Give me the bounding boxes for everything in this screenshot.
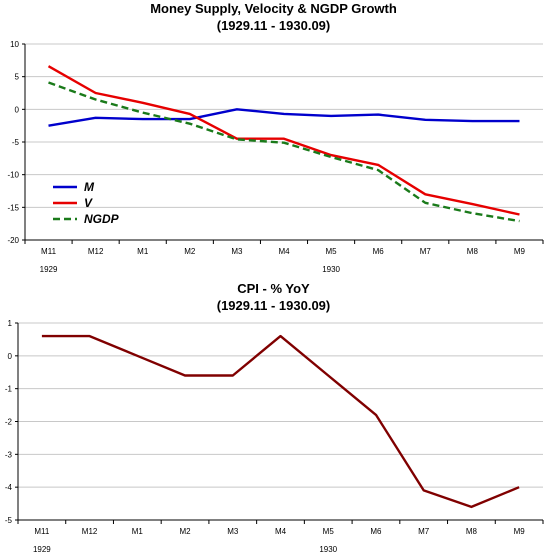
y-tick-label: -1 [5,385,13,394]
x-tick-label: M9 [514,527,526,536]
x-tick-label: M8 [466,527,478,536]
cpi-yoy-chart: CPI - % YoY (1929.11 - 1930.09) 1 0 -1 -2 -3… [0,278,547,555]
x-tick-label: M3 [231,247,243,256]
y-tick-label: 0 [15,105,20,114]
legend-label-v: V [84,196,93,210]
x-tick-label: M2 [184,247,196,256]
y-tick-label: -10 [7,171,19,180]
x-tick-label: M3 [227,527,239,536]
year-label: 1930 [319,545,337,554]
x-tick-label: M11 [34,527,50,536]
chart-plot: 1 0 -1 -2 -3 -4 -5 M11 M12 M1 M2 M3 M4 M5 M6 M7 M8 M9 1929… [5,319,544,554]
chart-title: Money Supply, Velocity & NGDP Growth [150,1,397,16]
money-velocity-ngdp-chart: Money Supply, Velocity & NGDP Growth (19… [7,1,544,274]
year-label: 1929 [33,545,51,554]
y-tick-label: 5 [15,73,20,82]
y-tick-label: -15 [7,203,19,212]
year-label: 1929 [40,265,58,274]
series-line-v [47,65,520,216]
y-tick-label: -5 [5,516,13,525]
x-tick-label: M12 [88,247,104,256]
x-tick-label: M1 [132,527,144,536]
series-line-ngdp [48,81,520,223]
x-tick-label: M1 [137,247,149,256]
x-tick-label: M7 [418,527,430,536]
x-tick-label: M4 [278,247,290,256]
y-tick-label: 1 [8,319,13,328]
x-tick-label: M5 [323,527,335,536]
x-tick-label: M8 [467,247,479,256]
y-tick-label: -3 [5,450,13,459]
chart-subtitle: (1929.11 - 1930.09) [216,298,331,313]
series-line-series [41,334,520,509]
x-tick-label: M6 [373,247,385,256]
x-tick-label: M5 [326,247,338,256]
legend: MV NGDP [53,180,120,226]
x-tick-label: M7 [420,247,432,256]
y-tick-label: 0 [8,352,13,361]
grid-lines [18,322,543,521]
chart-title: CPI - % YoY [237,281,310,296]
x-tick-label: M11 [41,247,57,256]
y-tick-label: -4 [5,483,13,492]
series-line-m [48,108,520,127]
x-tick-label: M9 [514,247,526,256]
legend-label-ngdp: NGDP [84,212,120,226]
x-tick-label: M4 [275,527,287,536]
y-tick-label: -5 [12,138,20,147]
chart-plot: 10 5 0 -5 -10 -15 -20 M11 M12 M1 M2 M3 M4 M5 M6 M7 M8 M9 1… [7,40,544,274]
y-tick-label: -2 [5,418,13,427]
x-tick-label: M2 [179,527,191,536]
x-tick-label: M12 [82,527,98,536]
legend-label-m: M [84,180,95,194]
x-tick-label: M6 [370,527,382,536]
y-tick-label: -20 [7,236,19,245]
y-tick-label: 10 [10,40,19,49]
chart-subtitle: (1929.11 - 1930.09) [216,18,331,33]
year-label: 1930 [322,265,340,274]
